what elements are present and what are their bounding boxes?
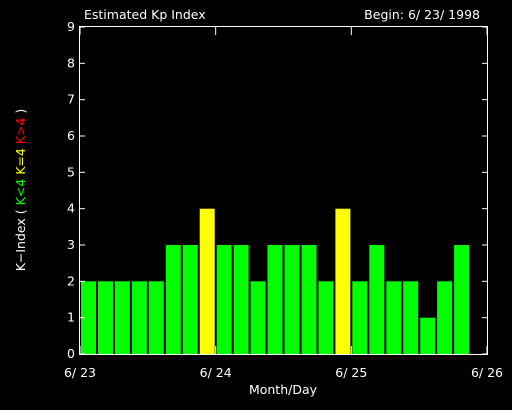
y-tick-label: 9 [67, 19, 75, 34]
y-tick-label: 5 [67, 164, 75, 179]
kp-bar [216, 245, 232, 354]
kp-bar [437, 281, 453, 354]
y-tick-label: 1 [67, 310, 75, 325]
x-tick-label: 6/ 23 [64, 365, 96, 380]
y-tick-label: 4 [67, 201, 75, 216]
x-tick-label: 6/ 26 [471, 365, 503, 380]
kp-bar [454, 245, 470, 354]
kp-bar [301, 245, 317, 354]
kp-bar [369, 245, 385, 354]
kp-bar [335, 208, 351, 354]
x-axis-ticks: 6/ 23 6/ 24 6/ 25 6/ 26 [64, 27, 503, 380]
y-axis-label-part: K<4 [13, 175, 28, 206]
kp-bar [165, 245, 181, 354]
kp-bar [81, 281, 96, 354]
y-tick-label: 6 [67, 128, 75, 143]
y-axis-label-part: K−Index ( [13, 205, 28, 271]
y-tick-label: 0 [67, 346, 75, 361]
y-tick-label: 3 [67, 237, 75, 252]
kp-bar [318, 281, 334, 354]
chart-title: Estimated Kp Index [84, 7, 206, 22]
kp-bar [98, 281, 113, 354]
begin-date-label: Begin: 6/ 23/ 1998 [364, 7, 480, 22]
kp-bar [352, 281, 368, 354]
x-axis-label: Month/Day [249, 382, 318, 397]
kp-bar [233, 245, 249, 354]
y-axis-ticks: 0 1 2 3 4 5 6 7 8 9 [67, 19, 487, 361]
x-tick-label: 6/ 24 [200, 365, 232, 380]
y-axis-label-part: ) [13, 109, 28, 118]
kp-bar [131, 281, 147, 354]
kp-bar [267, 245, 283, 354]
kp-bar [386, 281, 402, 354]
plot-frame [79, 26, 488, 355]
kp-bar [148, 281, 164, 354]
kp-bar [284, 245, 300, 354]
y-tick-label: 2 [67, 273, 75, 288]
kp-bar [403, 281, 419, 354]
y-axis-label-part: K>4 [13, 118, 28, 145]
bar-series [81, 208, 470, 354]
x-tick-label: 6/ 25 [335, 365, 367, 380]
kp-bar [114, 281, 130, 354]
kp-bar [182, 245, 198, 354]
y-tick-label: 7 [67, 92, 75, 107]
kp-bar [250, 281, 266, 354]
kp-bar [199, 208, 215, 354]
y-tick-label: 8 [67, 55, 75, 70]
y-axis-label: K−Index ( K<4 K=4 K>4 ) [13, 109, 28, 272]
y-axis-label-part: K=4 [13, 144, 28, 175]
kp-bar [420, 317, 436, 354]
